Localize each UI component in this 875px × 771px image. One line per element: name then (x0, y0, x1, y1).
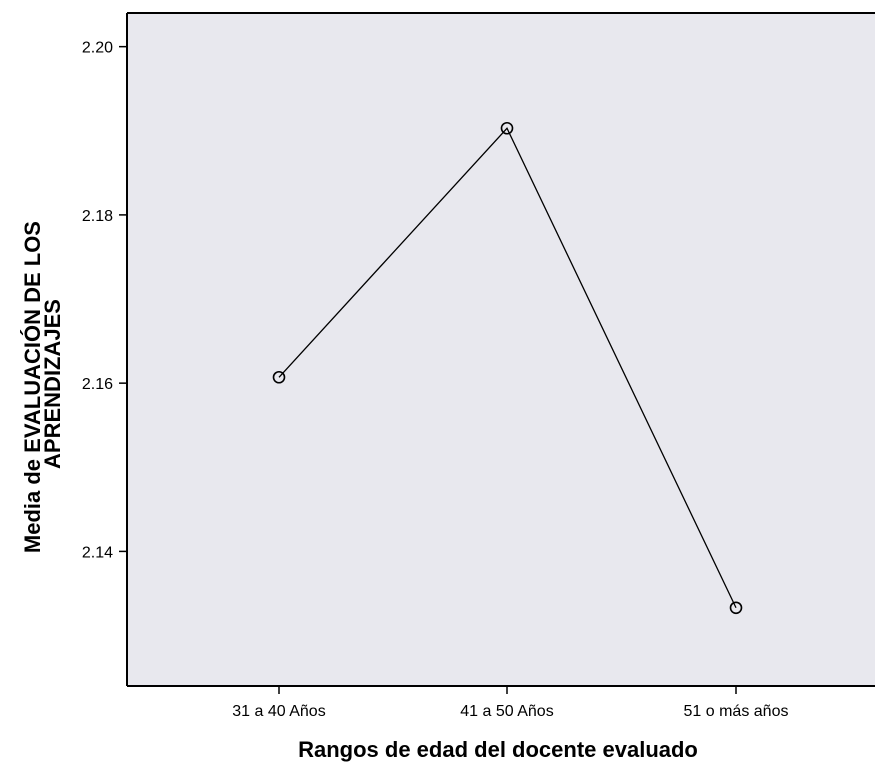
y-tick-label: 2.14 (82, 544, 113, 561)
x-tick-label: 41 a 50 Años (460, 703, 553, 720)
y-tick-label: 2.20 (82, 40, 113, 57)
x-tick-label: 51 o más años (684, 703, 789, 720)
series-line (278, 127, 737, 609)
y-axis-title: Media de EVALUACIÓN DE LOS APRENDIZAJES (20, 215, 65, 553)
y-axis-title-line-1: Media de EVALUACIÓN DE LOS (20, 221, 45, 553)
data-point-marker (729, 601, 743, 615)
x-tick-label: 31 a 40 Años (232, 703, 325, 720)
x-axis-title: Rangos de edad del docente evaluado (298, 737, 698, 762)
y-tick-label: 2.18 (82, 208, 113, 225)
y-tick-label: 2.16 (82, 376, 113, 393)
data-point-marker (500, 121, 514, 135)
y-axis-title-line-2: APRENDIZAJES (40, 299, 65, 469)
plot-area (127, 13, 875, 686)
data-point-marker (272, 370, 286, 384)
